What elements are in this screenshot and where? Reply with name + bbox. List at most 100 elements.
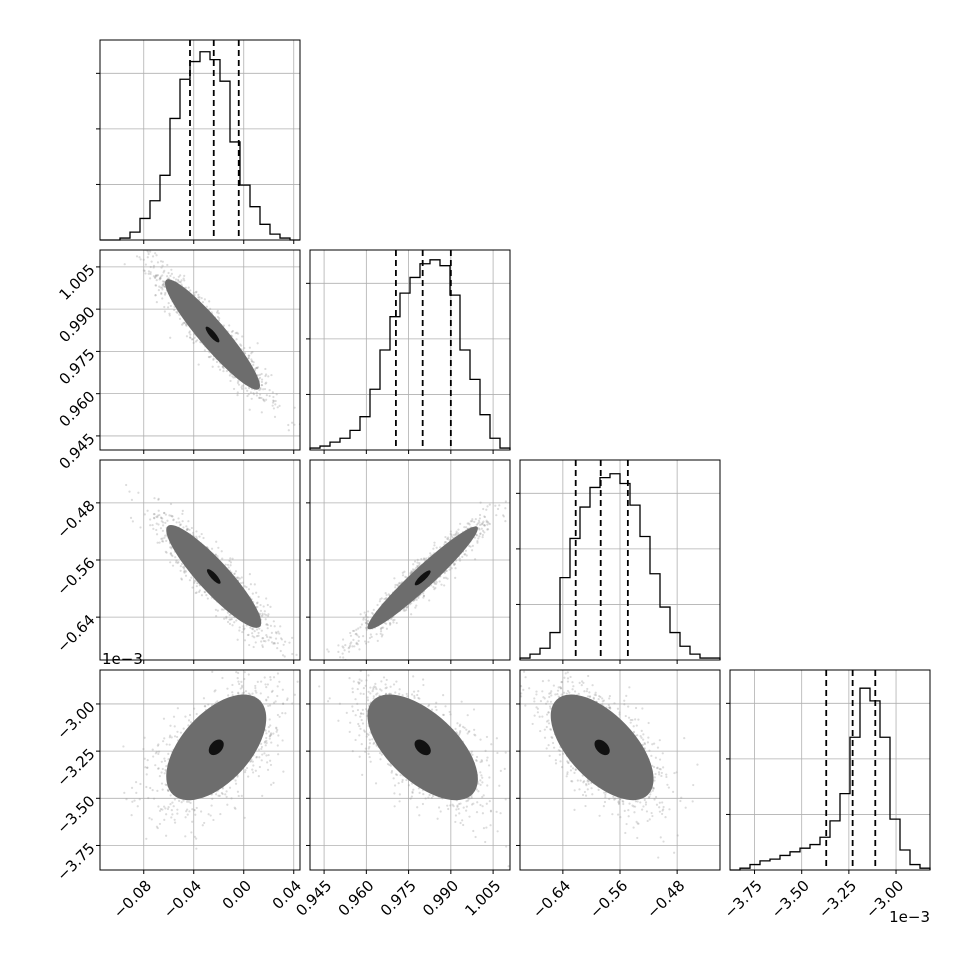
sample-point [276, 406, 279, 409]
sample-point [271, 404, 274, 407]
sample-point [401, 571, 404, 574]
sample-point [237, 380, 240, 383]
sample-point [260, 640, 263, 643]
sample-point [240, 680, 243, 683]
sample-point [190, 526, 193, 530]
sample-point [215, 615, 218, 618]
sample-point [276, 694, 279, 698]
sample-point [231, 375, 234, 378]
sample-point [183, 274, 186, 277]
histogram-step [730, 687, 931, 871]
sample-point [415, 604, 418, 607]
sample-point [191, 531, 195, 534]
sample-point [176, 561, 179, 565]
sample-point [479, 532, 482, 535]
sample-point [215, 540, 218, 543]
sample-point [250, 352, 253, 355]
sample-point [161, 537, 164, 540]
sample-point [287, 423, 290, 427]
sample-point [307, 691, 309, 693]
sample-point [161, 280, 165, 283]
sample-point [256, 605, 259, 609]
sample-point [143, 513, 146, 516]
sample-point [273, 415, 277, 419]
sample-point [327, 650, 330, 653]
sample-point [145, 837, 148, 840]
sample-point [182, 727, 185, 730]
sample-point [192, 534, 195, 537]
sample-point [169, 304, 172, 308]
sample-point [471, 544, 474, 547]
sample-point [222, 324, 225, 327]
sample-point [293, 423, 296, 426]
sample-point [247, 386, 251, 390]
sample-point [469, 520, 473, 523]
sample-point [385, 627, 388, 630]
sample-point [248, 346, 251, 349]
sample-point [264, 640, 267, 643]
sample-point [295, 653, 298, 656]
sample-point [466, 522, 469, 525]
sample-point [177, 561, 180, 564]
sample-point [394, 586, 397, 589]
sample-point [270, 641, 274, 644]
sample-point [388, 621, 392, 625]
sample-point [449, 532, 452, 536]
sample-point [187, 286, 190, 289]
sample-point [162, 285, 165, 288]
sample-point [174, 556, 177, 559]
sample-point [367, 640, 370, 644]
sample-point [461, 555, 464, 558]
sample-point [159, 516, 163, 519]
sample-point [203, 298, 206, 301]
sample-point [217, 312, 220, 315]
sample-point [397, 582, 401, 585]
sample-point [222, 367, 225, 370]
sample-point [379, 630, 383, 633]
sample-point [161, 529, 164, 532]
sample-point [379, 627, 383, 630]
sample-point [233, 621, 236, 624]
sample-point [159, 275, 162, 278]
sample-point [276, 728, 279, 732]
sample-point [443, 571, 446, 575]
sample-point [380, 626, 384, 629]
sample-point [125, 483, 128, 487]
sample-point [242, 625, 245, 628]
sample-point [384, 591, 387, 595]
sample-point [265, 623, 268, 626]
sample-point [229, 379, 232, 383]
sample-point [243, 671, 246, 674]
sample-point [193, 809, 196, 812]
sample-point [272, 395, 275, 399]
sample-point [274, 403, 277, 406]
sample-point [184, 715, 187, 718]
sample-point [281, 712, 284, 715]
sample-point [163, 269, 166, 272]
sample-point [202, 697, 206, 700]
sample-point [272, 620, 275, 623]
sample-point [261, 614, 264, 617]
sample-point [247, 393, 250, 396]
sample-point [152, 275, 156, 278]
sample-point [255, 391, 258, 394]
sample-point [186, 528, 189, 531]
sample-point [170, 553, 173, 557]
sample-point [477, 527, 481, 530]
sample-point [260, 396, 263, 400]
sample-point [269, 624, 273, 627]
sample-point [246, 389, 249, 392]
sample-point [360, 623, 364, 626]
sample-point [481, 533, 485, 537]
sample-point [364, 615, 367, 618]
sample-point [359, 613, 362, 616]
sample-point [181, 509, 184, 512]
sample-point [259, 603, 262, 607]
sample-point [161, 274, 164, 277]
sample-point [184, 816, 187, 819]
sample-point [265, 698, 268, 701]
sample-point [185, 528, 189, 532]
sample-point [228, 622, 232, 626]
sample-point [253, 636, 256, 639]
sample-point [229, 561, 233, 564]
